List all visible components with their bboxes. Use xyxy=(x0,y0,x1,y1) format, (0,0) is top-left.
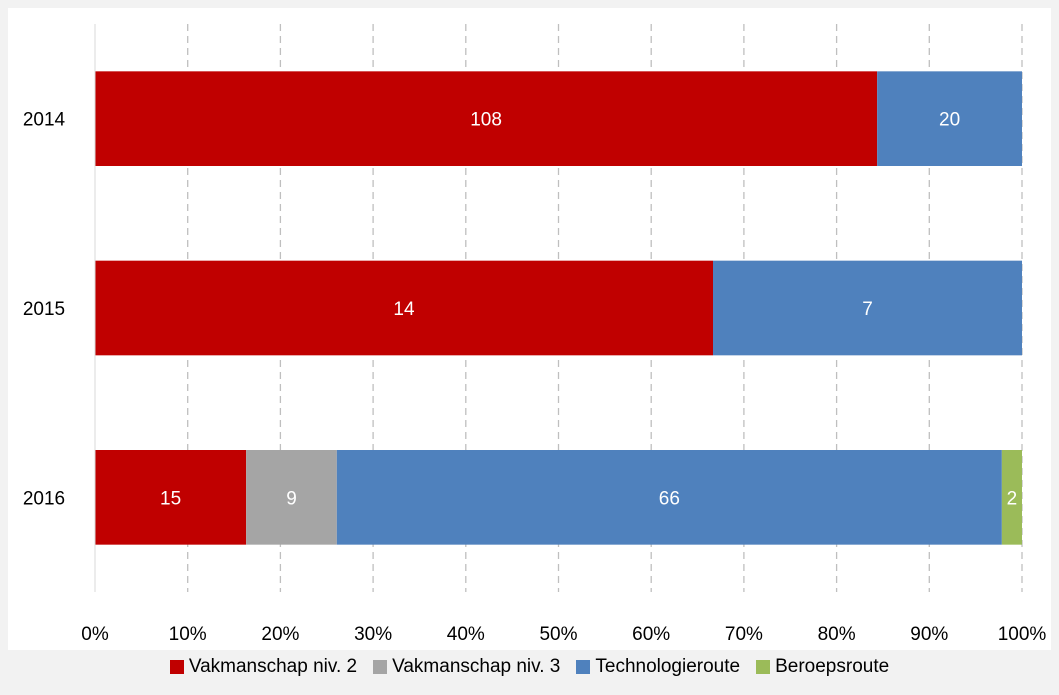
bar-segment xyxy=(95,71,878,166)
x-tick-label: 80% xyxy=(818,624,856,645)
x-tick-label: 50% xyxy=(539,624,577,645)
bar-segment xyxy=(1001,450,1022,545)
data-labels: 108 20 14 7 15 9 66 2 xyxy=(160,110,1017,510)
data-label: 9 xyxy=(286,488,297,509)
data-label: 15 xyxy=(160,488,181,509)
bar-segment xyxy=(877,71,1022,166)
bars xyxy=(95,71,1022,545)
bar-segment xyxy=(95,450,247,545)
y-tick-label: 2016 xyxy=(23,488,65,509)
x-tick-label: 30% xyxy=(354,624,392,645)
y-tick-label: 2015 xyxy=(23,299,65,320)
x-tick-label: 70% xyxy=(725,624,763,645)
x-tick-label: 10% xyxy=(169,624,207,645)
x-tick-label: 40% xyxy=(447,624,485,645)
data-label: 2 xyxy=(1007,488,1018,509)
data-label: 7 xyxy=(862,299,873,320)
legend-label: Vakmanschap niv. 3 xyxy=(392,656,561,677)
data-label: 14 xyxy=(393,299,415,320)
x-tick-label: 20% xyxy=(261,624,299,645)
data-label: 108 xyxy=(470,110,502,131)
bar-segment xyxy=(336,450,1002,545)
legend-swatch xyxy=(373,660,388,674)
legend-item: Technologieroute xyxy=(576,656,740,678)
legend-item: Vakmanschap niv. 2 xyxy=(169,656,358,678)
x-tick-label: 60% xyxy=(632,624,670,645)
legend-item: Beroepsroute xyxy=(756,656,889,678)
x-tick-label: 90% xyxy=(910,624,948,645)
data-label: 66 xyxy=(659,488,680,509)
legend-label: Vakmanschap niv. 2 xyxy=(188,656,358,677)
y-tick-label: 2014 xyxy=(23,110,66,131)
axes: 0% 10% 20% 30% 40% 50% 60% 70% 80% 90% 100%2014201… xyxy=(23,24,1047,645)
bar-segment xyxy=(246,450,337,545)
legend-swatch xyxy=(756,660,771,674)
data-label: 20 xyxy=(939,110,960,131)
bar-segment xyxy=(95,260,713,356)
x-tick-label: 0% xyxy=(81,624,109,645)
bar-segment xyxy=(713,260,1022,356)
legend-swatch xyxy=(576,660,591,674)
legend-item: Vakmanschap niv. 3 xyxy=(373,656,560,678)
x-tick-label: 100% xyxy=(998,624,1047,645)
legend-swatch xyxy=(169,660,184,674)
legend: Vakmanschap niv. 2 Vakmanschap niv. 3 Tech… xyxy=(0,656,1059,678)
legend-label: Technologieroute xyxy=(595,656,741,677)
legend-label: Beroepsroute xyxy=(775,656,890,677)
